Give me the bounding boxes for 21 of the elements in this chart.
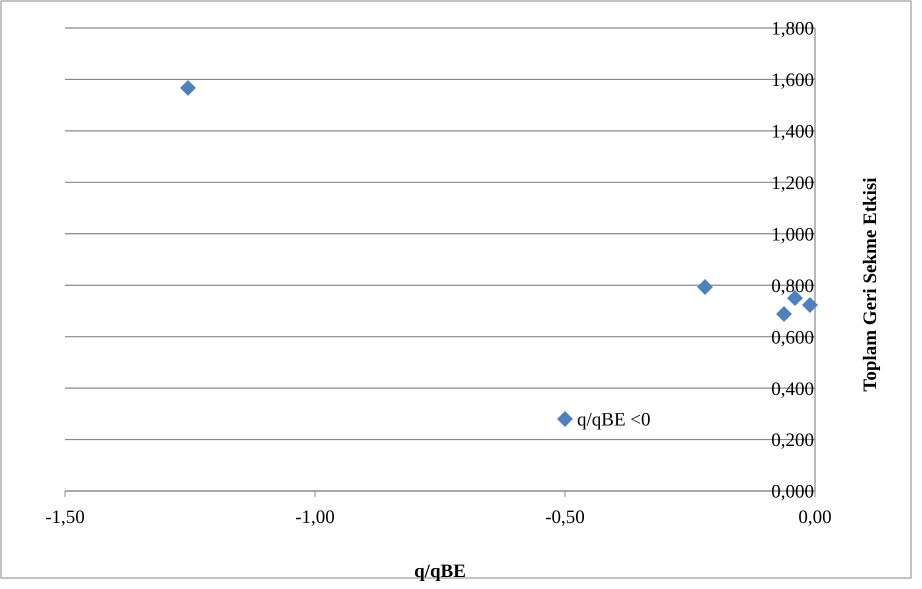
point <box>802 297 818 313</box>
y-axis-title: Toplam Geri Sekme Etkisi <box>860 177 881 392</box>
y-tick-label: 1,600 <box>771 70 814 92</box>
y-tick-label: 0,000 <box>771 482 814 503</box>
point <box>697 279 713 295</box>
y-tick-label: 1,000 <box>771 224 814 246</box>
x-tick-label: 0,00 <box>798 507 832 528</box>
y-tick-label: 0,400 <box>771 378 814 400</box>
y-tick-label: 1,400 <box>771 122 814 143</box>
y-tick-label: 0,600 <box>771 327 814 348</box>
x-tick-label: -1,00 <box>295 507 335 528</box>
point <box>180 80 196 96</box>
y-tick-label: 1,200 <box>771 172 814 194</box>
legend-label: q/qBE <0 <box>577 410 651 431</box>
x-axis-title: q/qBE <box>414 561 466 582</box>
x-tick-label: -0,50 <box>545 507 585 528</box>
y-tick-label: 0,800 <box>771 276 814 297</box>
y-tick-label: 1,800 <box>771 18 814 40</box>
y-tick-label: 0,200 <box>771 430 814 452</box>
point <box>776 306 792 322</box>
x-tick-label: -1,50 <box>45 507 85 528</box>
